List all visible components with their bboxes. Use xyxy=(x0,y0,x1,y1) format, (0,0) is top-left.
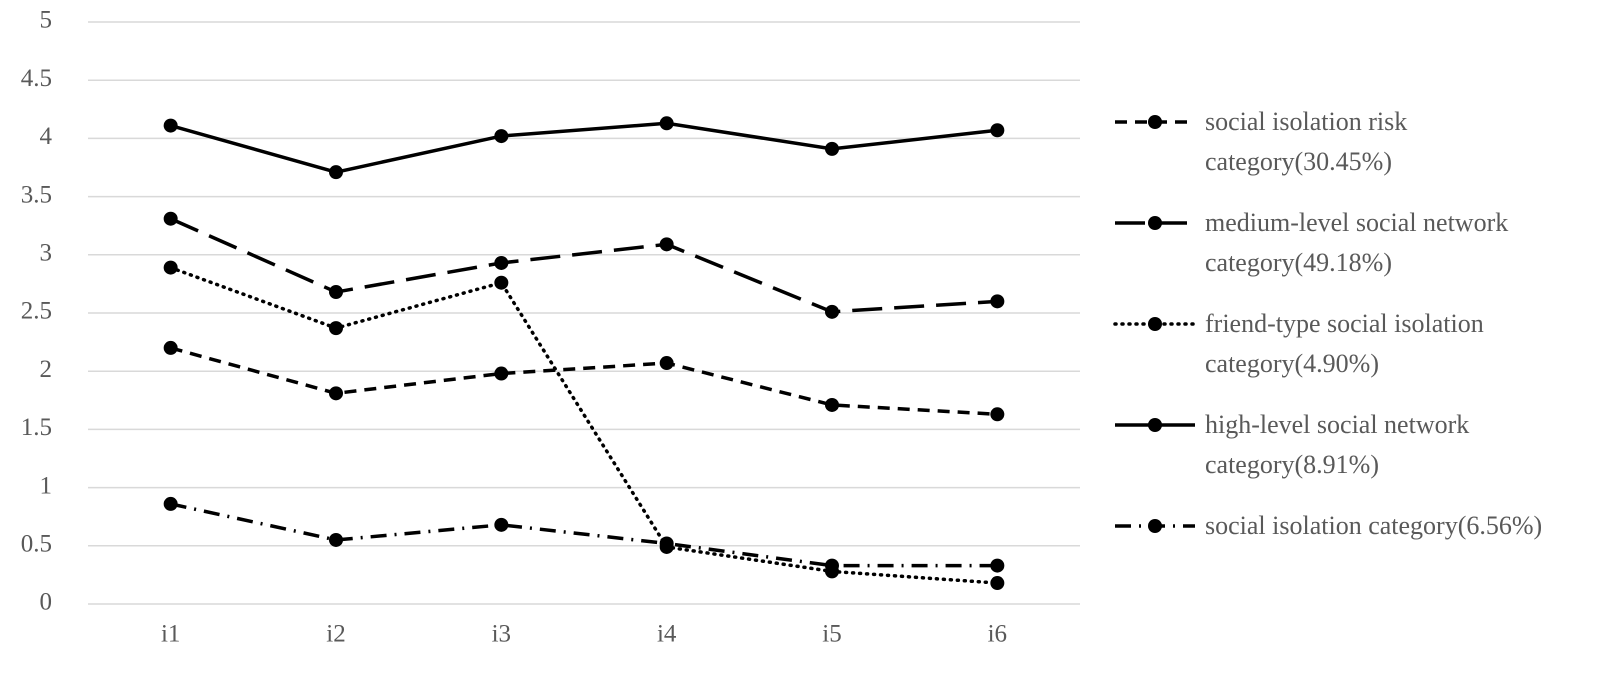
legend-marker xyxy=(1148,115,1162,129)
legend-label: social isolation category(6.56%) xyxy=(1205,511,1543,540)
marker xyxy=(659,356,674,371)
marker xyxy=(990,576,1005,591)
marker xyxy=(494,366,509,381)
marker xyxy=(163,260,178,275)
x-tick-label: i5 xyxy=(822,621,841,648)
legend-label: social isolation risk category(30.45%) xyxy=(1205,107,1408,176)
marker xyxy=(329,321,343,336)
legend-label: friend-type social isolation category(4.… xyxy=(1205,309,1484,378)
series-line xyxy=(170,346,998,417)
legend-marker xyxy=(1148,317,1162,331)
y-tick-label: 0.5 xyxy=(21,531,52,558)
marker xyxy=(825,558,839,573)
legend-marker xyxy=(1148,418,1162,432)
marker xyxy=(659,237,674,252)
marker xyxy=(329,165,343,180)
marker xyxy=(494,517,509,532)
x-tick-label: i3 xyxy=(492,621,511,648)
y-tick-label: 1 xyxy=(40,472,53,499)
legend-marker xyxy=(1148,216,1162,230)
y-tick-label: 4.5 xyxy=(21,65,52,92)
marker xyxy=(825,304,839,319)
marker xyxy=(329,532,343,547)
x-tick-label: i1 xyxy=(161,621,180,648)
series-line xyxy=(170,502,998,568)
marker xyxy=(494,255,509,270)
x-tick-label: i6 xyxy=(988,621,1007,648)
y-tick-label: 2 xyxy=(40,356,53,383)
marker xyxy=(329,386,343,401)
marker xyxy=(163,496,178,511)
marker xyxy=(329,285,343,300)
legend-marker xyxy=(1148,519,1162,533)
y-tick-label: 2.5 xyxy=(21,298,52,325)
marker xyxy=(990,407,1005,422)
y-tick-label: 5 xyxy=(40,7,53,34)
series-line xyxy=(169,217,998,314)
legend-label: high-level social network category(8.91%… xyxy=(1205,410,1470,479)
y-tick-label: 4 xyxy=(40,123,53,150)
marker xyxy=(990,558,1005,573)
marker xyxy=(825,397,839,412)
x-tick-label: i2 xyxy=(326,621,345,648)
y-tick-label: 0 xyxy=(40,589,53,616)
x-tick-label: i4 xyxy=(657,621,677,648)
legend-label: medium-level social network category(49.… xyxy=(1205,208,1509,277)
marker xyxy=(990,123,1005,138)
marker xyxy=(659,536,674,551)
series-line xyxy=(170,121,998,174)
marker xyxy=(494,275,509,290)
marker xyxy=(163,211,178,226)
marker xyxy=(825,141,839,156)
marker xyxy=(163,340,178,355)
y-tick-label: 3.5 xyxy=(21,181,52,208)
y-tick-label: 3 xyxy=(40,240,53,267)
y-tick-label: 1.5 xyxy=(21,414,52,441)
marker xyxy=(163,118,178,133)
series-line xyxy=(168,265,1000,585)
marker xyxy=(990,294,1005,309)
marker xyxy=(659,116,674,131)
marker xyxy=(494,129,509,144)
